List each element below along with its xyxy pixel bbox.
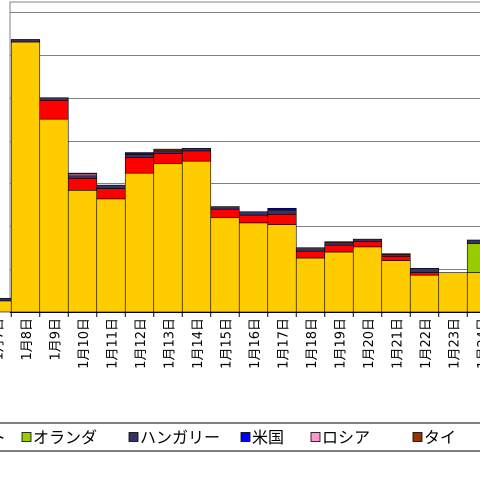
x-tick-label: 1月18日 [305,318,320,369]
bar-segment [295,250,326,259]
bar-segment [210,208,240,219]
x-axis-labels: 1月7日 1月8日 1月9日 1月10日 1月11日 1月12日 1月13日 1月14日 1月1… [0,318,480,369]
bar-segment [67,177,98,191]
x-tick-label: 1月14日 [191,318,206,369]
x-tick-label: 1月23日 [448,318,463,369]
legend-label: タイ [424,428,456,447]
x-tick-label: 1月12日 [134,318,149,369]
legend-label: ト [0,428,6,447]
x-tick-label: 1月22日 [419,318,434,369]
bar-segment [295,248,326,252]
legend-swatch [240,432,251,442]
bar-segment [466,272,480,313]
bar-segment [124,157,155,174]
x-tick-label: 1月17日 [277,318,292,369]
bar-segment [153,153,183,165]
bar-segment [96,188,126,200]
bar-segment [409,267,440,273]
legend-label: ハンガリー [140,428,220,447]
bar-segment [210,217,240,313]
bar-segment [352,246,383,313]
bar-segment [153,148,183,152]
bar-segment [39,118,69,313]
x-tick-label: 1月21日 [391,318,406,369]
x-tick-label: 1月15日 [220,318,235,369]
legend-box [0,422,480,452]
bar-segment [96,184,126,189]
bar-segment [10,41,41,313]
bar-segment [466,239,480,244]
bar-segment [324,251,354,313]
bar-segment [267,213,297,225]
bar-segment [295,257,326,313]
x-tick-label: 1月7日 [0,318,7,361]
bar-segment [267,224,297,313]
x-tick-label: 1月10日 [77,318,92,369]
bar-segment [324,242,354,246]
x-tick-label: 1月16日 [248,318,263,369]
bar-segment [10,39,41,43]
bar-segment [466,243,480,273]
bar-segment [67,175,98,179]
bar-segment [124,152,155,155]
bar-segment [0,297,12,302]
bar-segment [181,150,212,162]
bar-segment [39,97,69,101]
x-tick-label: 1月20日 [362,318,377,369]
bar-segment [67,172,98,175]
legend: ト オランダ ハンガリー 米国 ロシア タイ [0,422,480,452]
x-tick-label: 1月8日 [20,318,35,361]
bar-segment [124,172,155,313]
bar-segment [438,272,468,313]
bar-segment [352,241,383,248]
legend-swatch [310,432,321,442]
bar-segment [324,244,354,253]
bar-segment [210,206,240,210]
bar-segment [238,214,269,224]
bar-segment [409,274,440,313]
bar-segment [181,147,212,152]
bar-segment [67,189,98,313]
bar-segment [324,241,354,243]
bar-segment [0,300,12,313]
bar-segment [238,211,269,216]
legend-label: ロシア [322,428,370,447]
bar-segment [381,255,411,261]
bar-segment [238,222,269,313]
legend-swatch [412,432,423,442]
bars [0,39,480,313]
legend-swatch [128,432,139,442]
bar-segment [124,153,155,159]
bar-segment [352,238,383,243]
bar-segment [381,253,411,255]
bar-segment [409,272,440,276]
legend-label: 米国 [252,428,284,447]
bar-segment [267,207,297,211]
bar-segment [39,99,69,120]
x-tick-label: 1月19日 [334,318,349,369]
x-tick-label: 1月9日 [49,318,64,361]
legend-swatch [21,432,32,442]
bar-segment [295,247,326,249]
bar-segment [96,198,126,313]
bar-segment [153,163,183,313]
x-tick-label: 1月11日 [106,318,121,369]
bar-segment [153,150,183,154]
x-tick-label: 1月24日 [476,318,480,369]
bar-segment [381,260,411,313]
bar-segment [267,209,297,215]
bar-segment [181,160,212,313]
legend-label: オランダ [33,428,97,447]
x-tick-label: 1月13日 [163,318,178,369]
